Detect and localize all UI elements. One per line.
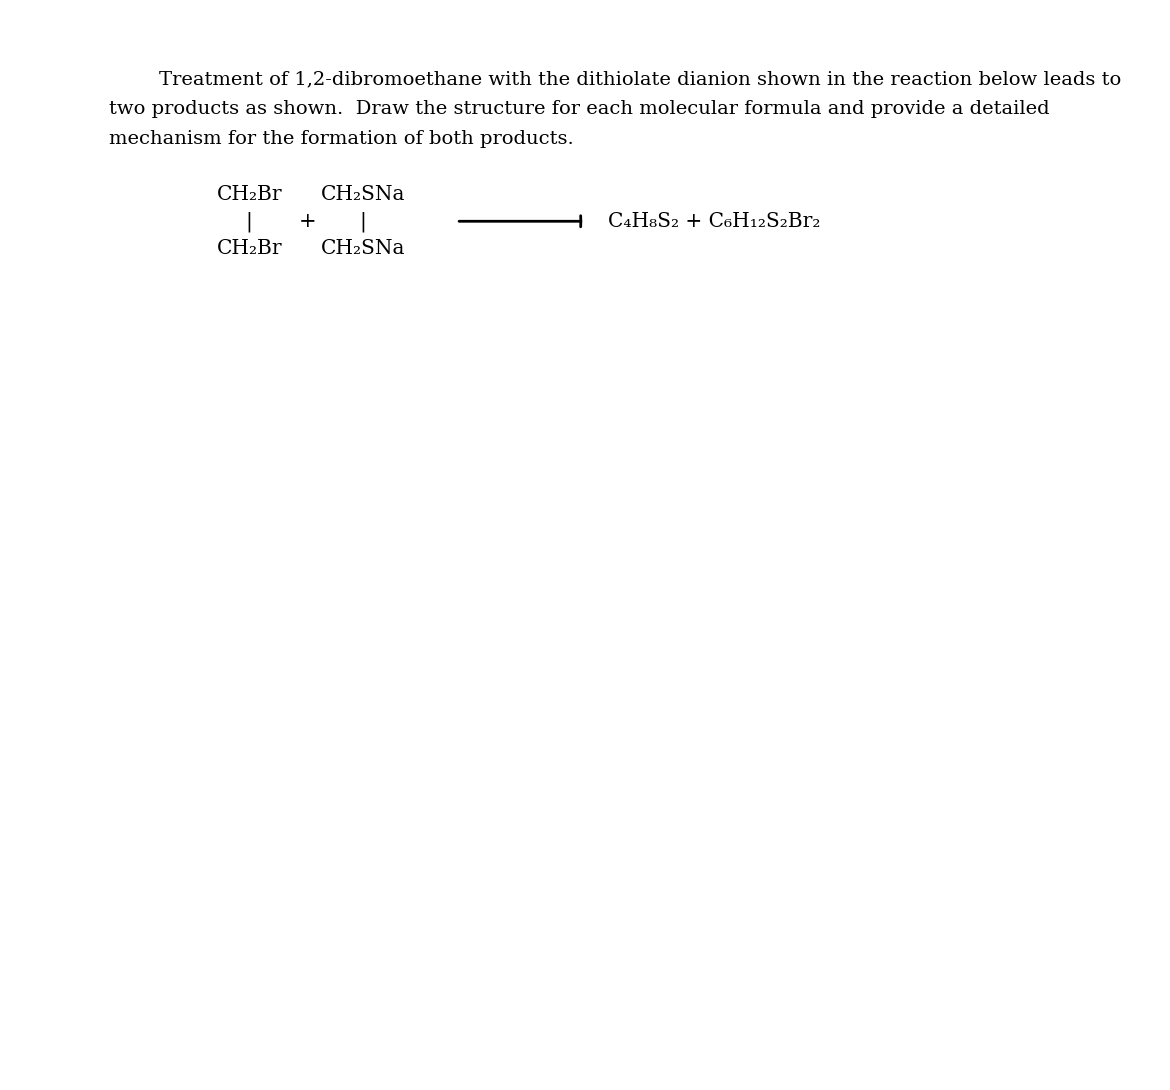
Text: two products as shown.  Draw the structure for each molecular formula and provid: two products as shown. Draw the structur… [109,100,1049,119]
Text: C₄H₈S₂ + C₆H₁₂S₂Br₂: C₄H₈S₂ + C₆H₁₂S₂Br₂ [608,211,821,231]
Text: |: | [359,211,366,231]
Text: CH₂SNa: CH₂SNa [321,184,405,204]
Text: Treatment of 1,2-dibromoethane with the dithiolate dianion shown in the reaction: Treatment of 1,2-dibromoethane with the … [109,71,1121,89]
Text: CH₂Br: CH₂Br [216,239,282,258]
Text: mechanism for the formation of both products.: mechanism for the formation of both prod… [109,130,573,148]
Text: |: | [246,211,253,231]
Text: CH₂SNa: CH₂SNa [321,239,405,258]
Text: +: + [298,211,317,231]
Text: CH₂Br: CH₂Br [216,184,282,204]
